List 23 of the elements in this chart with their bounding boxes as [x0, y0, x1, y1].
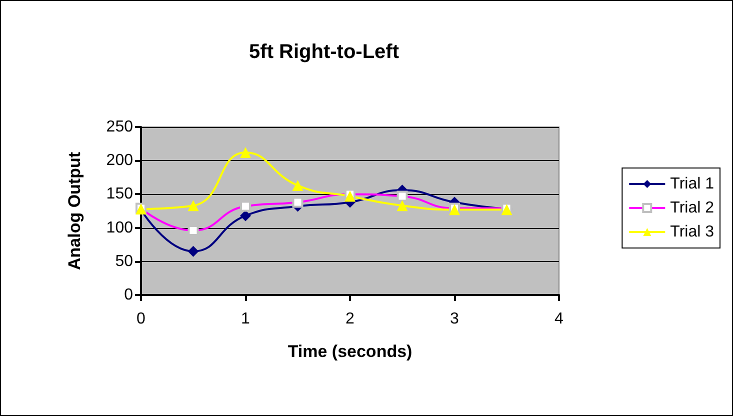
y-tick-label: 50 — [115, 252, 134, 270]
y-tick-label: 150 — [106, 186, 134, 203]
chart-title: 5ft Right-to-Left — [249, 41, 400, 63]
legend-label: Trial 2 — [670, 200, 714, 216]
point — [188, 246, 199, 257]
y-tick-label: 0 — [124, 286, 134, 304]
x-tick-label: 2 — [346, 310, 355, 328]
point — [292, 180, 304, 191]
x-tick-label: 3 — [450, 310, 460, 328]
point — [396, 200, 408, 212]
y-tick-label: 100 — [106, 219, 134, 236]
y-axis-title: Analog Output — [65, 152, 84, 270]
point — [240, 147, 251, 158]
y-tick-label: 250 — [106, 118, 134, 136]
x-tick-label: 0 — [136, 310, 146, 328]
x-axis-title: Time (seconds) — [288, 342, 412, 361]
legend-label: Trial 3 — [670, 224, 714, 240]
point — [188, 200, 199, 212]
legend-label: Trial 1 — [670, 176, 714, 192]
x-tick-label: 4 — [554, 310, 564, 328]
point — [240, 210, 251, 222]
y-tick-label: 200 — [106, 152, 134, 170]
x-tick-label: 1 — [241, 310, 250, 328]
